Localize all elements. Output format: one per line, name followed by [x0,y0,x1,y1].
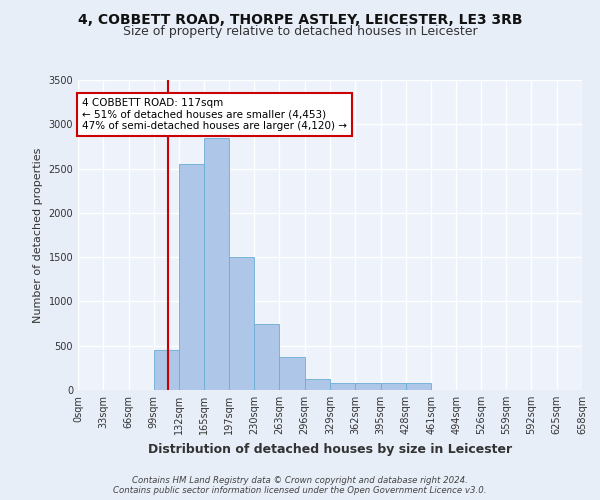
Bar [154,350,179,390]
Bar [380,384,406,390]
Text: 4, COBBETT ROAD, THORPE ASTLEY, LEICESTER, LE3 3RB: 4, COBBETT ROAD, THORPE ASTLEY, LEICESTE… [78,12,522,26]
Bar [229,257,254,390]
Bar [355,384,380,390]
X-axis label: Distribution of detached houses by size in Leicester: Distribution of detached houses by size … [148,442,512,456]
Bar [205,138,229,390]
Text: 4 COBBETT ROAD: 117sqm
← 51% of detached houses are smaller (4,453)
47% of semi-: 4 COBBETT ROAD: 117sqm ← 51% of detached… [82,98,347,131]
Text: Size of property relative to detached houses in Leicester: Size of property relative to detached ho… [122,25,478,38]
Bar [406,384,431,390]
Text: Contains HM Land Registry data © Crown copyright and database right 2024.
Contai: Contains HM Land Registry data © Crown c… [113,476,487,495]
Bar [280,357,305,390]
Bar [305,379,330,390]
Bar [330,384,355,390]
Bar [179,164,205,390]
Y-axis label: Number of detached properties: Number of detached properties [33,148,43,322]
Bar [254,324,280,390]
